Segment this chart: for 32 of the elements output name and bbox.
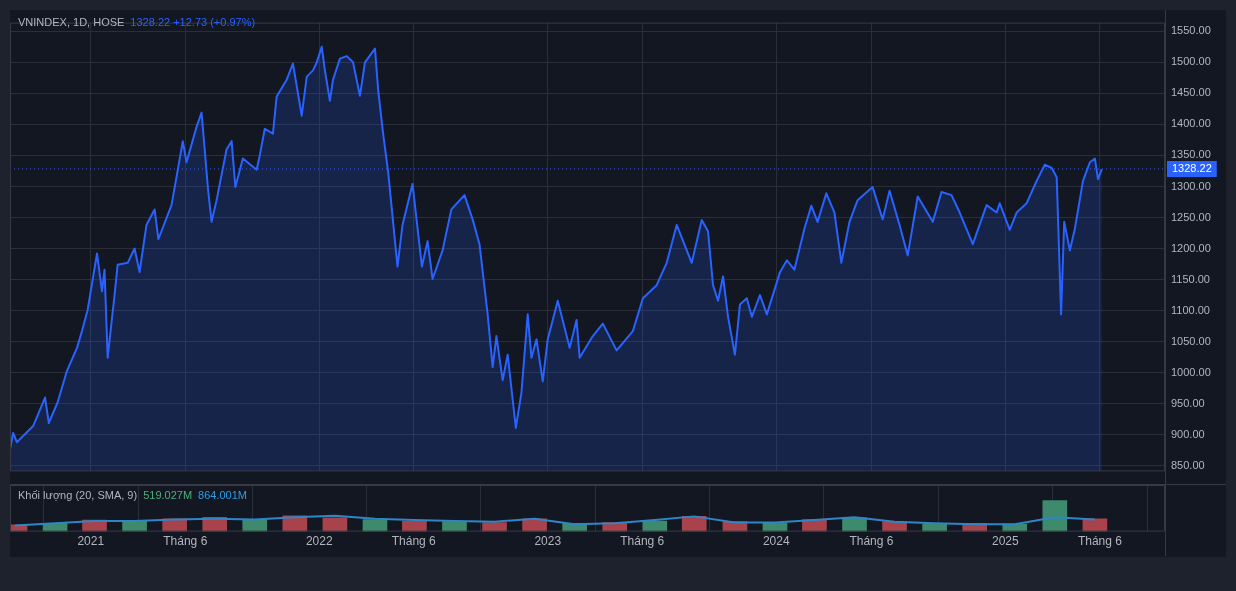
y-tick-label: 1500.00 bbox=[1171, 55, 1211, 68]
x-tick-label: 2024 bbox=[762, 534, 790, 549]
x-tick-label: 2021 bbox=[77, 534, 105, 549]
chart-subtitle: 1328.22 +12.73 (+0.97%) bbox=[130, 16, 256, 28]
annotation: 864.001M bbox=[198, 489, 248, 501]
x-tick-label: Tháng 6 bbox=[620, 534, 665, 549]
y-tick-label: 1550.00 bbox=[1171, 24, 1211, 37]
x-tick-label: Tháng 6 bbox=[163, 534, 208, 549]
x-tick-label: 2022 bbox=[305, 534, 333, 549]
y-tick-label: 1250.00 bbox=[1171, 210, 1211, 223]
y-tick-label: 850.00 bbox=[1171, 458, 1205, 471]
ref-line-label: 1328.22 bbox=[1172, 161, 1212, 174]
x-tick-label: Tháng 6 bbox=[849, 534, 894, 549]
y-tick-label: 1150.00 bbox=[1171, 272, 1210, 285]
chart-title: VNINDEX, 1D, HOSE bbox=[18, 16, 125, 28]
y-tick-label: 900.00 bbox=[1171, 427, 1205, 440]
y-tick-label: 1100.00 bbox=[1171, 303, 1210, 316]
y-tick-label: 1050.00 bbox=[1171, 334, 1211, 347]
y-tick-label: 1300.00 bbox=[1171, 179, 1211, 192]
annotation: 519.027M bbox=[143, 489, 193, 501]
y-tick-label: 1200.00 bbox=[1171, 241, 1211, 254]
chart-title: Khối lượng (20, SMA, 9) bbox=[18, 489, 138, 501]
x-tick-label: 2023 bbox=[534, 534, 562, 549]
y-tick-label: 1400.00 bbox=[1171, 117, 1211, 130]
x-tick-label: Tháng 6 bbox=[391, 534, 437, 549]
y-tick-label: 950.00 bbox=[1171, 396, 1205, 409]
x-tick-label: 2025 bbox=[992, 534, 1020, 549]
y-tick-label: 1350.00 bbox=[1171, 148, 1211, 161]
x-tick-label: Tháng 6 bbox=[1077, 534, 1123, 549]
y-tick-label: 1450.00 bbox=[1171, 86, 1211, 99]
bar bbox=[1042, 500, 1068, 532]
y-tick-label: 1000.00 bbox=[1171, 365, 1211, 378]
